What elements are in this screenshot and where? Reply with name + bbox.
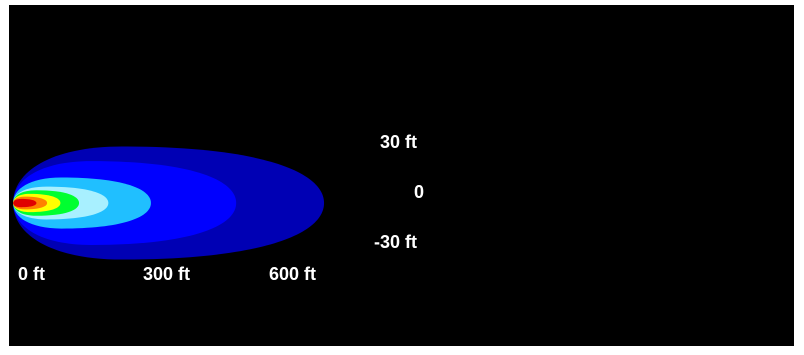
chart-background: 0 ft 300 ft 600 ft 30 ft 0 -30 ft	[9, 5, 794, 346]
beam-contour-level-8	[13, 198, 37, 208]
beam-pattern-plot	[13, 146, 325, 260]
y-tick-label: 30 ft	[380, 132, 418, 152]
x-tick-label: 600 ft	[269, 264, 317, 284]
x-tick-label: 300 ft	[143, 264, 191, 284]
y-tick-label: -30 ft	[374, 232, 418, 252]
x-tick-label: 0 ft	[18, 264, 45, 284]
y-tick-label: 0	[414, 182, 425, 202]
